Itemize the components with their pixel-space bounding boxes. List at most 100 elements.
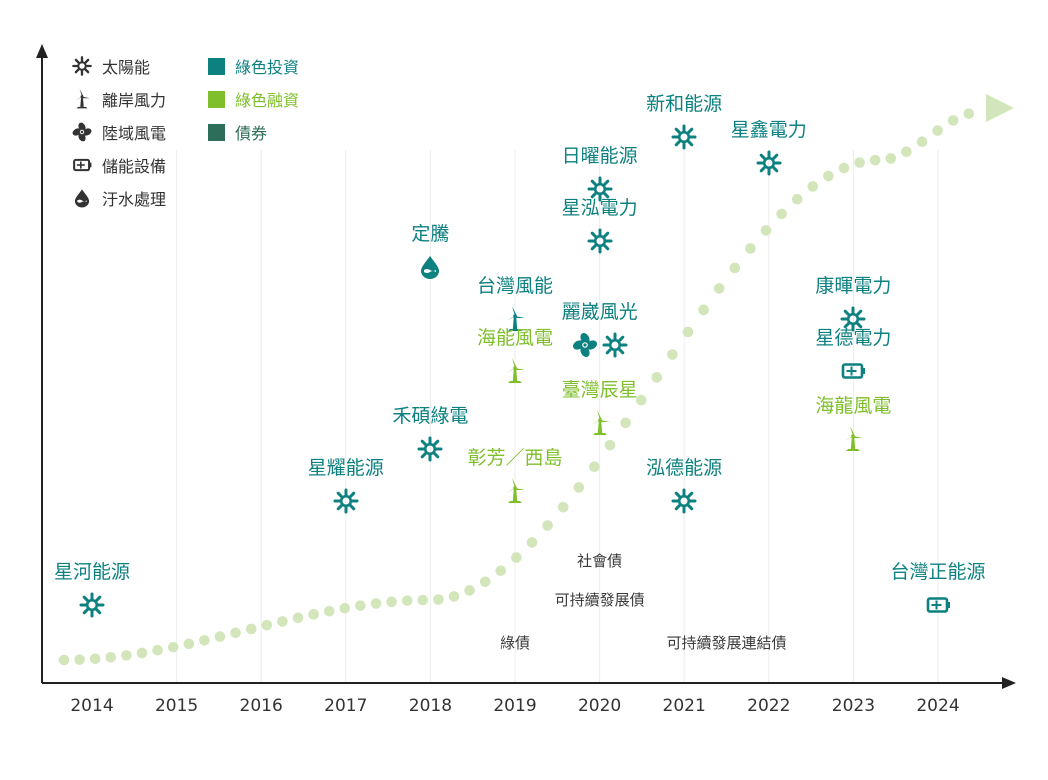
x-tick-label: 2021 bbox=[662, 696, 706, 716]
trend-dot bbox=[557, 501, 569, 513]
trend-dot bbox=[401, 595, 413, 606]
trend-dot bbox=[651, 372, 663, 383]
trend-curve bbox=[58, 108, 975, 666]
trend-dot bbox=[74, 654, 85, 665]
water-drop-icon bbox=[416, 253, 444, 281]
trend-dot bbox=[370, 598, 382, 609]
trend-dot bbox=[417, 594, 429, 606]
legend-icon-entry: 汙水處理 bbox=[70, 186, 166, 210]
water-drop-icon bbox=[70, 187, 94, 209]
trend-dot bbox=[292, 612, 304, 624]
trend-dot bbox=[667, 349, 678, 360]
wind-turbine-icon bbox=[839, 425, 867, 453]
x-tick-label: 2024 bbox=[916, 696, 960, 716]
legend-series-label: 綠色投資 bbox=[235, 58, 300, 77]
wind-turbine-icon bbox=[586, 409, 614, 437]
trend-dot bbox=[277, 616, 288, 627]
trend-dot bbox=[89, 653, 101, 665]
trend-dot bbox=[495, 565, 507, 577]
trend-dot bbox=[745, 243, 756, 254]
trend-dot bbox=[479, 576, 491, 588]
sun-icon bbox=[70, 55, 94, 77]
sun-icon bbox=[78, 591, 106, 619]
trend-dot bbox=[261, 619, 273, 631]
wind-turbine-icon bbox=[501, 477, 529, 505]
trend-dot bbox=[635, 394, 647, 406]
wind-turbine-icon bbox=[501, 305, 529, 333]
legend-swatch bbox=[208, 123, 225, 141]
sun-icon bbox=[332, 487, 360, 515]
legend-swatch bbox=[208, 57, 225, 75]
point-label: 泓德能源 bbox=[646, 457, 723, 479]
point-label: 麗崴風光 bbox=[561, 301, 638, 323]
legend-icon-entry: 陸域風電 bbox=[70, 120, 166, 144]
wind-turbine-icon bbox=[70, 88, 94, 110]
sun-icon bbox=[839, 305, 867, 333]
x-tick-label: 2019 bbox=[493, 696, 537, 716]
trend-dot bbox=[589, 461, 600, 473]
point-label: 台灣風能 bbox=[476, 275, 554, 297]
legend-icon-label: 陸域風電 bbox=[102, 124, 167, 143]
point-label: 海能風電 bbox=[476, 327, 554, 349]
bond-label: 社會債 bbox=[577, 552, 623, 570]
x-tick-label: 2022 bbox=[747, 696, 791, 716]
trend-dot bbox=[355, 600, 366, 611]
trend-dot bbox=[542, 520, 553, 531]
point-label: 定騰 bbox=[411, 223, 450, 245]
trend-dot bbox=[448, 591, 460, 602]
trend-arrow bbox=[986, 94, 1014, 122]
point-label: 禾碩綠電 bbox=[392, 405, 469, 427]
x-tick-label: 2016 bbox=[239, 696, 283, 716]
trend-dot bbox=[620, 417, 631, 429]
trend-dot bbox=[729, 262, 741, 274]
trend-dot bbox=[776, 208, 787, 220]
trend-dot bbox=[823, 170, 834, 182]
legend-series-entry: 綠色融資 bbox=[208, 87, 299, 111]
point-label: 星耀能源 bbox=[307, 457, 384, 479]
battery-icon bbox=[924, 591, 952, 619]
fan-icon bbox=[70, 121, 94, 143]
trend-dot bbox=[121, 650, 132, 661]
trend-dot bbox=[433, 594, 444, 605]
legend-series-label: 債券 bbox=[235, 124, 268, 143]
trend-dot bbox=[698, 304, 709, 316]
trend-dot bbox=[947, 115, 959, 126]
x-tick-label: 2014 bbox=[70, 696, 114, 716]
trend-dot bbox=[682, 326, 694, 338]
point-label: 星河能源 bbox=[53, 561, 131, 583]
legend-series-entry: 綠色投資 bbox=[208, 54, 299, 78]
x-tick-label: 2017 bbox=[324, 696, 368, 716]
y-axis-arrow bbox=[36, 44, 48, 58]
trend-dot bbox=[526, 537, 538, 548]
point-label: 新和能源 bbox=[646, 93, 723, 115]
battery-icon bbox=[839, 357, 867, 385]
trend-dot bbox=[152, 644, 163, 656]
sun-icon bbox=[670, 123, 698, 151]
legend-icon-entry: 離岸風力 bbox=[70, 87, 166, 111]
sun-icon bbox=[586, 227, 614, 255]
x-tick-label: 2015 bbox=[154, 696, 199, 716]
trend-dot bbox=[916, 136, 928, 148]
sun-icon bbox=[586, 175, 614, 203]
trend-dot bbox=[854, 157, 865, 168]
trend-dot bbox=[214, 631, 226, 642]
bond-label: 綠債 bbox=[499, 634, 531, 652]
trend-dot bbox=[869, 154, 881, 166]
trend-dot bbox=[183, 638, 195, 650]
trend-dot bbox=[308, 609, 319, 620]
x-tick-label: 2018 bbox=[408, 696, 453, 716]
bond-label: 可持續發展債 bbox=[554, 591, 645, 609]
trend-dot bbox=[245, 623, 257, 635]
legend-icon-label: 太陽能 bbox=[102, 58, 151, 77]
legend-series-entry: 債券 bbox=[208, 120, 267, 144]
point-label: 康暉電力 bbox=[815, 275, 892, 297]
point-label: 星泓電力 bbox=[561, 197, 638, 219]
sun-icon bbox=[601, 331, 629, 359]
x-tick-label: 2023 bbox=[831, 696, 876, 716]
sun-icon bbox=[755, 149, 783, 177]
trend-dot bbox=[230, 627, 241, 639]
trend-dot bbox=[511, 552, 522, 563]
trend-dot bbox=[901, 146, 912, 158]
